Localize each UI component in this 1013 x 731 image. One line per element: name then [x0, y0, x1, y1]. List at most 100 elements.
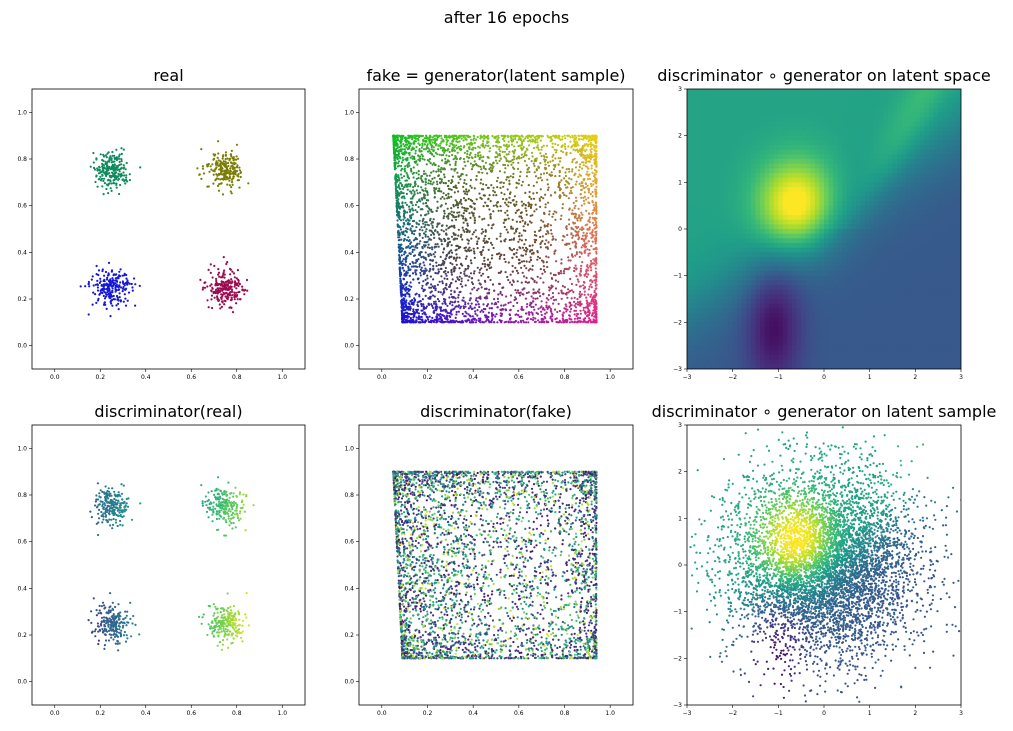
scatter-point [573, 309, 576, 312]
scatter-point [516, 209, 519, 212]
scatter-point [400, 173, 403, 176]
scatter-point [517, 272, 520, 275]
scatter-point [482, 165, 485, 168]
scatter-point [525, 321, 528, 324]
scatter-point [454, 167, 457, 170]
scatter-point [401, 148, 404, 151]
scatter-point [210, 283, 213, 286]
scatter-point [507, 261, 510, 264]
scatter-point [418, 134, 421, 138]
scatter-point [539, 226, 542, 229]
scatter-point [565, 320, 568, 323]
scatter-point [574, 302, 578, 305]
scatter-point [400, 303, 403, 306]
scatter-point [233, 293, 236, 296]
scatter-point [443, 317, 447, 320]
scatter-point [110, 158, 113, 162]
scatter-point [523, 321, 526, 324]
scatter-point [443, 168, 446, 171]
scatter-point [472, 146, 475, 149]
scatter-point [238, 166, 241, 169]
scatter-point [536, 297, 539, 300]
scatter-point [400, 196, 403, 199]
scatter-point [512, 280, 515, 283]
scatter-point [433, 318, 436, 321]
scatter-point [477, 317, 480, 320]
scatter-point [447, 217, 450, 220]
scatter-point [414, 152, 417, 155]
scatter-point [517, 309, 520, 312]
scatter-point [398, 259, 401, 262]
scatter-point [475, 178, 478, 181]
scatter-point [579, 228, 582, 231]
scatter-point [462, 167, 465, 170]
scatter-point [464, 192, 467, 195]
scatter-point [462, 197, 466, 200]
scatter-point [530, 203, 533, 207]
scatter-point [399, 141, 402, 144]
scatter-point [567, 167, 571, 171]
panel-title: real [153, 66, 183, 85]
scatter-point [501, 308, 504, 311]
scatter-point [552, 273, 556, 276]
scatter-point [221, 157, 224, 160]
scatter-point [122, 171, 125, 174]
scatter-point [591, 216, 594, 219]
scatter-point [410, 214, 413, 217]
scatter-point [235, 143, 239, 146]
scatter-point [466, 152, 469, 156]
scatter-point [103, 297, 107, 300]
scatter-point [448, 256, 451, 259]
scatter-point [496, 162, 499, 165]
scatter-point [546, 188, 550, 191]
scatter-point [532, 162, 535, 165]
scatter-point [555, 211, 558, 214]
scatter-point [474, 299, 478, 302]
scatter-point [551, 146, 554, 149]
scatter-point [399, 289, 402, 292]
scatter-point [525, 312, 528, 315]
scatter-point [413, 233, 416, 236]
scatter-point [478, 158, 481, 161]
scatter-point [407, 221, 410, 224]
scatter-point [226, 183, 229, 186]
scatter-point [525, 260, 528, 263]
scatter-point [527, 269, 530, 272]
scatter-point [515, 181, 518, 184]
scatter-point [416, 246, 419, 249]
scatter-point [431, 306, 435, 309]
scatter-point [489, 169, 492, 172]
scatter-point [399, 271, 402, 274]
scatter-point [520, 266, 523, 269]
scatter-point [421, 229, 424, 232]
scatter-point [431, 177, 434, 180]
scatter-point [398, 269, 401, 272]
scatter-point [589, 302, 592, 305]
scatter-point [518, 235, 521, 238]
scatter-point [396, 189, 399, 192]
scatter-point [412, 319, 415, 322]
scatter-point [471, 307, 474, 310]
scatter-point [531, 249, 534, 252]
scatter-point [436, 153, 439, 156]
scatter-point [96, 289, 100, 292]
scatter-point [131, 289, 134, 292]
scatter-point [473, 141, 476, 145]
scatter-point [101, 167, 104, 170]
scatter-point [423, 232, 426, 235]
scatter-point [501, 138, 505, 141]
scatter-point [111, 150, 114, 154]
scatter-point [415, 171, 418, 174]
scatter-point [507, 153, 510, 156]
scatter-point [508, 150, 511, 153]
scatter-point [520, 234, 523, 237]
scatter-point [119, 167, 122, 170]
scatter-point [533, 238, 536, 241]
scatter-point [235, 166, 238, 169]
scatter-point [593, 301, 596, 305]
scatter-point [517, 240, 520, 243]
scatter-point [515, 200, 518, 203]
scatter-point [503, 155, 506, 158]
scatter-point [398, 254, 401, 257]
scatter-point [439, 255, 442, 258]
